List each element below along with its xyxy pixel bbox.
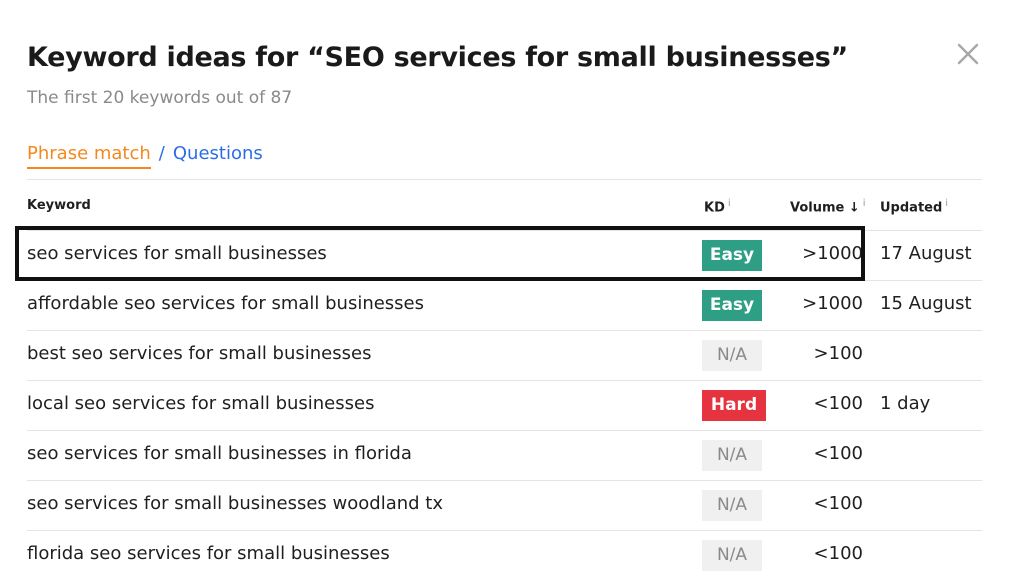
column-header-kd[interactable]: KD i	[704, 198, 731, 215]
keyword-text[interactable]: seo services for small businesses	[27, 243, 327, 264]
close-button[interactable]	[954, 40, 982, 68]
table-row[interactable]: seo services for small businesses woodla…	[27, 480, 982, 530]
sort-arrow-down-icon: ↓	[848, 200, 860, 216]
column-header-volume[interactable]: Volume ↓ i	[790, 198, 866, 215]
updated-value: 15 August	[880, 293, 972, 314]
header-divider	[27, 179, 982, 180]
volume-value: <100	[813, 493, 863, 514]
keyword-text[interactable]: best seo services for small businesses	[27, 343, 372, 364]
match-type-tabs: Phrase match / Questions	[27, 143, 263, 169]
info-icon[interactable]: i	[945, 198, 949, 209]
updated-label: Updated	[880, 200, 943, 216]
keyword-table: seo services for small businesses Easy >…	[27, 230, 982, 580]
table-row[interactable]: florida seo services for small businesse…	[27, 530, 982, 580]
volume-label: Volume	[790, 200, 845, 216]
table-row[interactable]: seo services for small businesses Easy >…	[27, 230, 982, 280]
volume-value: >1000	[802, 243, 863, 264]
table-row[interactable]: local seo services for small businesses …	[27, 380, 982, 430]
kd-badge: N/A	[702, 490, 762, 521]
info-icon[interactable]: i	[727, 198, 731, 209]
table-row[interactable]: affordable seo services for small busine…	[27, 280, 982, 330]
kd-label: KD	[704, 200, 725, 216]
volume-value: >1000	[802, 293, 863, 314]
close-icon	[957, 43, 979, 65]
table-row[interactable]: seo services for small businesses in flo…	[27, 430, 982, 480]
column-header-keyword: Keyword	[27, 198, 91, 213]
kd-badge: Hard	[702, 390, 766, 421]
kd-badge: N/A	[702, 440, 762, 471]
updated-value: 1 day	[880, 393, 931, 414]
keyword-text[interactable]: local seo services for small businesses	[27, 393, 375, 414]
volume-value: <100	[813, 443, 863, 464]
kd-badge: N/A	[702, 540, 762, 571]
kd-badge: N/A	[702, 340, 762, 371]
column-header-updated[interactable]: Updated i	[880, 198, 948, 215]
kd-badge: Easy	[702, 240, 762, 271]
volume-value: >100	[813, 343, 863, 364]
dialog-subtitle: The first 20 keywords out of 87	[27, 88, 293, 108]
kd-badge: Easy	[702, 290, 762, 321]
table-row[interactable]: best seo services for small businesses N…	[27, 330, 982, 380]
tab-separator: /	[158, 143, 165, 164]
tab-questions[interactable]: Questions	[172, 143, 263, 164]
volume-value: <100	[813, 393, 863, 414]
keyword-text[interactable]: seo services for small businesses woodla…	[27, 493, 443, 514]
tab-phrase-match[interactable]: Phrase match	[27, 143, 151, 169]
updated-value: 17 August	[880, 243, 972, 264]
keyword-text[interactable]: florida seo services for small businesse…	[27, 543, 390, 564]
keyword-text[interactable]: seo services for small businesses in flo…	[27, 443, 412, 464]
info-icon[interactable]: i	[862, 198, 866, 209]
keyword-text[interactable]: affordable seo services for small busine…	[27, 293, 425, 314]
dialog-title: Keyword ideas for “SEO services for smal…	[27, 42, 848, 73]
volume-value: <100	[813, 543, 863, 564]
